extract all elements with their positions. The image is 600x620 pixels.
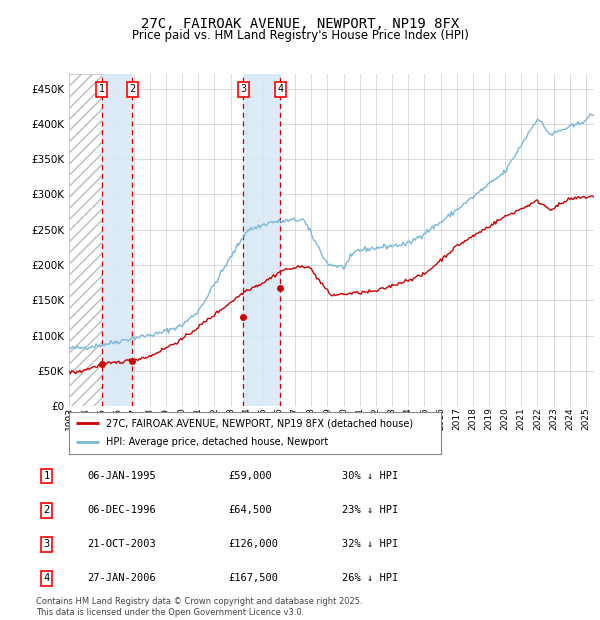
Text: 06-DEC-1996: 06-DEC-1996 [87, 505, 156, 515]
Text: 27C, FAIROAK AVENUE, NEWPORT, NP19 8FX: 27C, FAIROAK AVENUE, NEWPORT, NP19 8FX [141, 17, 459, 30]
Text: 1: 1 [98, 84, 104, 94]
Text: £167,500: £167,500 [228, 574, 278, 583]
Text: 06-JAN-1995: 06-JAN-1995 [87, 471, 156, 481]
Text: 4: 4 [277, 84, 283, 94]
Text: 27C, FAIROAK AVENUE, NEWPORT, NP19 8FX (detached house): 27C, FAIROAK AVENUE, NEWPORT, NP19 8FX (… [106, 418, 413, 428]
Text: £59,000: £59,000 [228, 471, 272, 481]
Bar [101, 74, 133, 406]
Text: 21-OCT-2003: 21-OCT-2003 [87, 539, 156, 549]
Text: 23% ↓ HPI: 23% ↓ HPI [342, 505, 398, 515]
Text: 3: 3 [44, 539, 50, 549]
Text: 3: 3 [241, 84, 247, 94]
Bar [244, 74, 280, 406]
Text: 2: 2 [44, 505, 50, 515]
Text: £126,000: £126,000 [228, 539, 278, 549]
Text: 27-JAN-2006: 27-JAN-2006 [87, 574, 156, 583]
Text: Price paid vs. HM Land Registry's House Price Index (HPI): Price paid vs. HM Land Registry's House … [131, 30, 469, 42]
Text: 2: 2 [129, 84, 136, 94]
Text: 4: 4 [44, 574, 50, 583]
Text: 30% ↓ HPI: 30% ↓ HPI [342, 471, 398, 481]
Text: 1: 1 [44, 471, 50, 481]
Text: Contains HM Land Registry data © Crown copyright and database right 2025.
This d: Contains HM Land Registry data © Crown c… [36, 598, 362, 617]
Text: 26% ↓ HPI: 26% ↓ HPI [342, 574, 398, 583]
Text: 32% ↓ HPI: 32% ↓ HPI [342, 539, 398, 549]
Text: HPI: Average price, detached house, Newport: HPI: Average price, detached house, Newp… [106, 438, 328, 448]
Text: £64,500: £64,500 [228, 505, 272, 515]
